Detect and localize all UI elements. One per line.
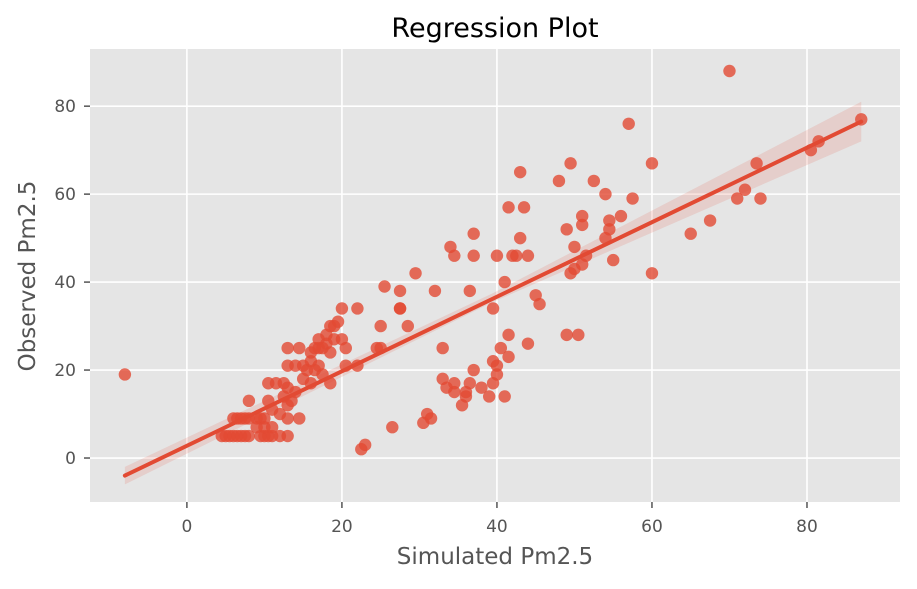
- data-point: [242, 394, 256, 408]
- data-point: [258, 412, 271, 425]
- data-point: [242, 429, 256, 443]
- y-axis-label: Observed Pm2.5: [15, 181, 41, 372]
- y-tick-label: 0: [65, 449, 76, 469]
- data-point: [684, 227, 697, 240]
- data-point: [448, 377, 461, 390]
- data-point: [576, 209, 589, 223]
- data-point: [401, 319, 414, 333]
- data-point: [502, 350, 515, 364]
- data-point: [393, 302, 407, 315]
- data-point: [324, 346, 337, 359]
- data-point: [331, 315, 345, 328]
- data-point: [448, 249, 461, 262]
- data-point: [521, 337, 535, 350]
- data-point: [281, 412, 294, 425]
- data-point: [409, 267, 422, 280]
- data-point: [448, 385, 461, 399]
- data-point: [424, 412, 438, 425]
- data-point: [467, 363, 480, 377]
- data-point: [339, 341, 352, 355]
- chart-title: Regression Plot: [391, 13, 598, 44]
- data-point: [118, 368, 132, 381]
- x-axis-ticks: 0 20 40 60 80: [181, 502, 818, 537]
- data-point: [645, 267, 659, 280]
- data-point: [463, 284, 477, 298]
- data-point: [378, 280, 391, 293]
- scatter-points: [118, 64, 868, 456]
- data-point: [494, 341, 508, 355]
- data-point: [723, 64, 736, 78]
- data-point: [568, 240, 581, 254]
- data-point: [428, 284, 442, 298]
- y-axis-ticks: 0 20 40 60 80: [54, 97, 90, 469]
- grid-lines: [90, 49, 900, 502]
- data-point: [502, 328, 515, 342]
- data-point: [498, 275, 511, 289]
- data-point: [560, 223, 573, 236]
- data-point: [335, 302, 349, 315]
- data-point: [607, 253, 620, 267]
- data-point: [587, 174, 601, 188]
- data-point: [498, 390, 511, 403]
- data-point: [599, 187, 612, 201]
- data-point: [475, 381, 488, 394]
- data-point: [293, 412, 306, 425]
- data-point: [603, 223, 616, 236]
- data-point: [265, 421, 279, 434]
- data-point: [738, 183, 752, 196]
- data-point: [374, 319, 387, 333]
- data-point: [576, 218, 589, 232]
- y-tick-label: 40: [54, 273, 76, 293]
- data-point: [510, 249, 523, 262]
- x-axis-label: Simulated Pm2.5: [397, 544, 593, 570]
- data-point: [626, 192, 639, 205]
- data-point: [750, 157, 763, 170]
- data-point: [436, 341, 449, 355]
- regression-line: [122, 119, 864, 478]
- y-tick-label: 80: [54, 97, 76, 117]
- y-tick-label: 60: [54, 185, 76, 205]
- x-tick-label: 20: [331, 517, 353, 537]
- data-point: [393, 284, 407, 298]
- x-tick-label: 60: [641, 517, 663, 537]
- data-point: [603, 214, 616, 227]
- data-point: [490, 249, 504, 262]
- data-point: [386, 421, 399, 434]
- data-point: [517, 201, 531, 214]
- data-point: [281, 429, 294, 443]
- data-point: [467, 249, 480, 262]
- data-point: [490, 359, 504, 372]
- data-point: [560, 328, 573, 342]
- data-point: [513, 165, 527, 179]
- data-point: [564, 157, 577, 170]
- regression-line-group: [122, 119, 864, 478]
- data-point: [614, 209, 628, 223]
- x-tick-label: 40: [486, 517, 508, 537]
- data-point: [351, 302, 364, 315]
- data-point: [502, 201, 515, 214]
- data-point: [521, 249, 535, 262]
- data-point: [467, 227, 480, 240]
- data-point: [731, 192, 744, 205]
- data-point: [533, 297, 546, 311]
- y-tick-label: 20: [54, 361, 76, 381]
- data-point: [703, 214, 717, 227]
- data-point: [754, 192, 767, 205]
- x-tick-label: 0: [181, 517, 192, 537]
- data-point: [622, 117, 635, 130]
- data-point: [572, 328, 585, 342]
- x-tick-label: 80: [796, 517, 818, 537]
- data-point: [513, 231, 527, 245]
- data-point: [293, 341, 306, 355]
- data-point: [490, 368, 504, 381]
- data-point: [482, 390, 496, 403]
- data-point: [552, 174, 566, 188]
- data-point: [486, 302, 500, 315]
- data-point: [281, 341, 294, 355]
- data-point: [358, 438, 372, 452]
- data-point: [463, 377, 477, 390]
- data-point: [645, 157, 659, 170]
